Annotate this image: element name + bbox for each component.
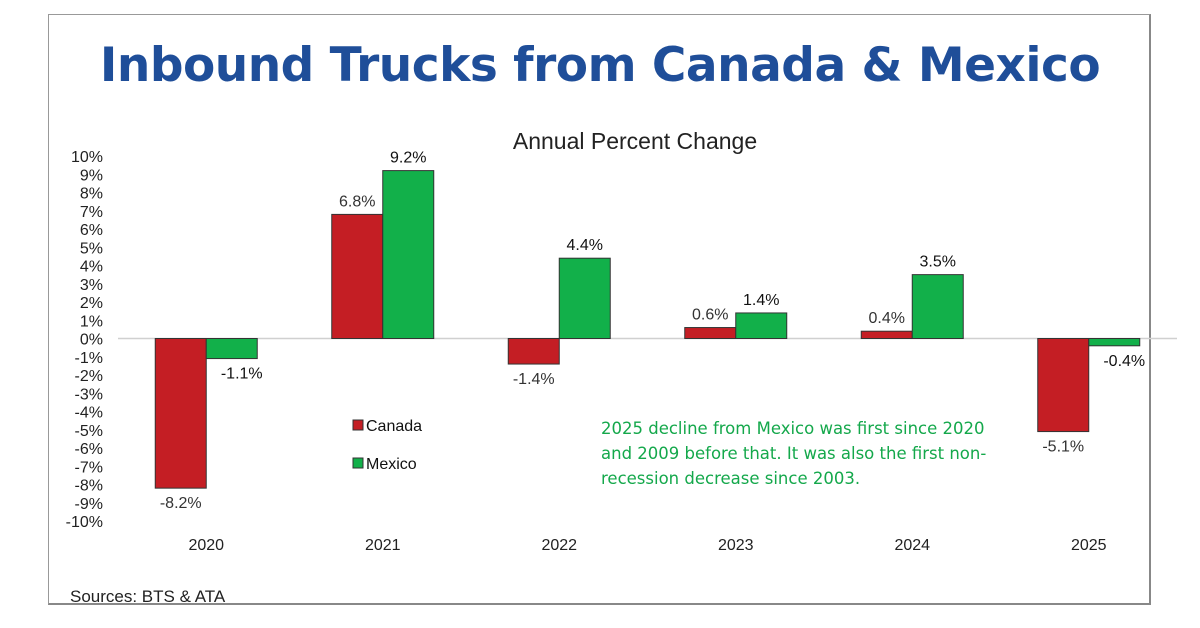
data-label: -8.2% [160,495,202,512]
y-tick-label: -7% [75,459,103,476]
x-tick-label: 2020 [188,537,224,554]
bar-canada [154,338,207,489]
bar-mexico [558,257,611,340]
data-label: 1.4% [743,292,779,309]
y-tick-label: -2% [75,368,103,385]
y-tick-label: -3% [75,386,103,403]
y-tick-label: 3% [80,277,103,294]
y-tick-label: -8% [75,478,103,495]
data-label: 6.8% [339,193,375,210]
chart-title: Inbound Trucks from Canada & Mexico [99,38,1101,93]
bar-mexico [1088,338,1141,347]
bar-canada [1037,338,1090,433]
data-label: 3.5% [920,254,956,271]
y-tick-label: 0% [80,332,103,349]
y-tick-label: -1% [75,350,103,367]
chart-frame [48,14,1151,605]
bar-mexico [911,274,964,339]
x-tick-label: 2021 [365,537,401,554]
x-tick-label: 2023 [718,537,754,554]
source-note: Sources: BTS & ATA [70,587,226,606]
y-tick-label: 5% [80,240,103,257]
y-tick-label: -4% [75,405,103,422]
bar-canada [507,338,560,365]
y-tick-label: -6% [75,441,103,458]
bar-mexico [735,312,788,340]
x-tick-label: 2025 [1071,537,1107,554]
data-label: 4.4% [567,237,603,254]
chart-annotation: 2025 decline from Mexico was first since… [601,419,987,488]
x-tick-label: 2024 [894,537,930,554]
data-label: -0.4% [1103,353,1145,370]
data-label: -5.1% [1042,439,1084,456]
chart-subtitle: Annual Percent Change [512,128,758,154]
y-tick-label: -5% [75,423,103,440]
data-label: 0.6% [692,307,728,324]
data-label: -1.1% [221,366,263,383]
bar-mexico [382,170,435,339]
bar-canada [684,327,737,339]
y-tick-label: 8% [80,186,103,203]
y-tick-label: -9% [75,496,103,513]
bar-canada [860,330,913,340]
y-tick-label: 6% [80,222,103,239]
data-label: -1.4% [513,371,555,388]
y-tick-label: 10% [71,149,103,166]
bar-canada [331,213,384,339]
legend-swatch-mexico [352,457,364,469]
legend-label: Canada [366,418,422,435]
legend-label: Mexico [366,456,417,473]
y-tick-label: -10% [66,514,103,531]
bar-mexico [205,338,258,360]
data-label: 9.2% [390,150,426,167]
y-tick-label: 2% [80,295,103,312]
y-tick-label: 7% [80,204,103,221]
y-tick-label: 4% [80,259,103,276]
x-tick-label: 2022 [541,537,577,554]
y-tick-label: 1% [80,313,103,330]
data-label: 0.4% [869,310,905,327]
y-tick-label: 9% [80,167,103,184]
legend-swatch-canada [352,419,364,431]
